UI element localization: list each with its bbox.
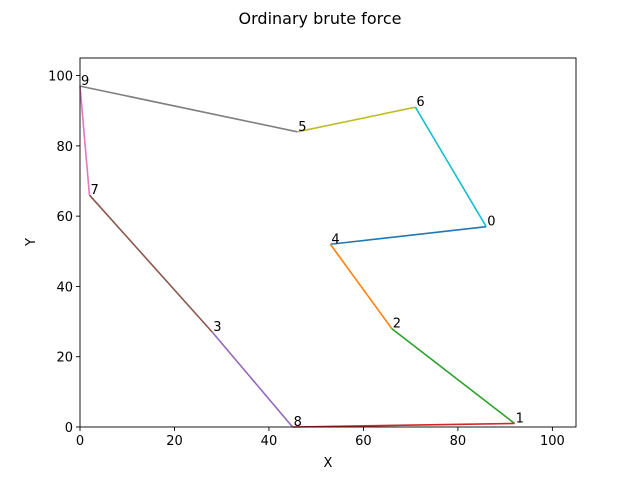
point-label-6: 6 bbox=[416, 95, 424, 110]
point-label-1: 1 bbox=[516, 411, 524, 426]
point-label-8: 8 bbox=[294, 415, 302, 430]
x-tick-label-1: 20 bbox=[166, 434, 183, 449]
path-segment-9-5 bbox=[79, 85, 298, 133]
path-segment-7-9 bbox=[79, 86, 91, 196]
chart-title: Ordinary brute force bbox=[239, 9, 402, 28]
x-axis-label: X bbox=[324, 456, 333, 471]
path-segment-5-6 bbox=[297, 106, 416, 133]
path-segment-1-8 bbox=[292, 422, 515, 428]
y-tick-label-0: 0 bbox=[65, 421, 73, 436]
y-tick-label-2: 40 bbox=[56, 280, 73, 295]
path-segment-3-7 bbox=[88, 194, 213, 333]
x-tick-label-0: 0 bbox=[76, 434, 84, 449]
path-segment-8-3 bbox=[211, 331, 294, 428]
path-segment-0-4 bbox=[330, 225, 487, 246]
point-label-2: 2 bbox=[393, 317, 401, 332]
path-segment-2-1 bbox=[391, 327, 516, 425]
plot-frame bbox=[79, 57, 577, 428]
point-label-9: 9 bbox=[81, 74, 89, 89]
x-tick-label-4: 80 bbox=[450, 434, 467, 449]
point-label-0: 0 bbox=[487, 215, 495, 230]
y-tick-label-5: 100 bbox=[48, 70, 73, 85]
y-tick-label-3: 60 bbox=[56, 210, 73, 225]
point-label-7: 7 bbox=[90, 183, 98, 198]
path-segment-6-0 bbox=[414, 106, 487, 228]
point-label-5: 5 bbox=[298, 120, 306, 135]
y-tick-label-1: 20 bbox=[56, 351, 73, 366]
path-segment-4-2 bbox=[329, 243, 393, 330]
y-tick-label-4: 80 bbox=[56, 140, 73, 155]
x-tick-label-2: 40 bbox=[261, 434, 278, 449]
plot-area: 0 1 2 3 4 5 6 7 8 9 0 20 40 60 80 100 0 20 40 60 80 100 bbox=[48, 57, 577, 449]
point-label-3: 3 bbox=[213, 320, 221, 335]
point-label-4: 4 bbox=[331, 232, 339, 247]
x-tick-label-3: 60 bbox=[355, 434, 372, 449]
x-tick-label-5: 100 bbox=[540, 434, 565, 449]
y-axis-label: Y bbox=[24, 238, 39, 247]
